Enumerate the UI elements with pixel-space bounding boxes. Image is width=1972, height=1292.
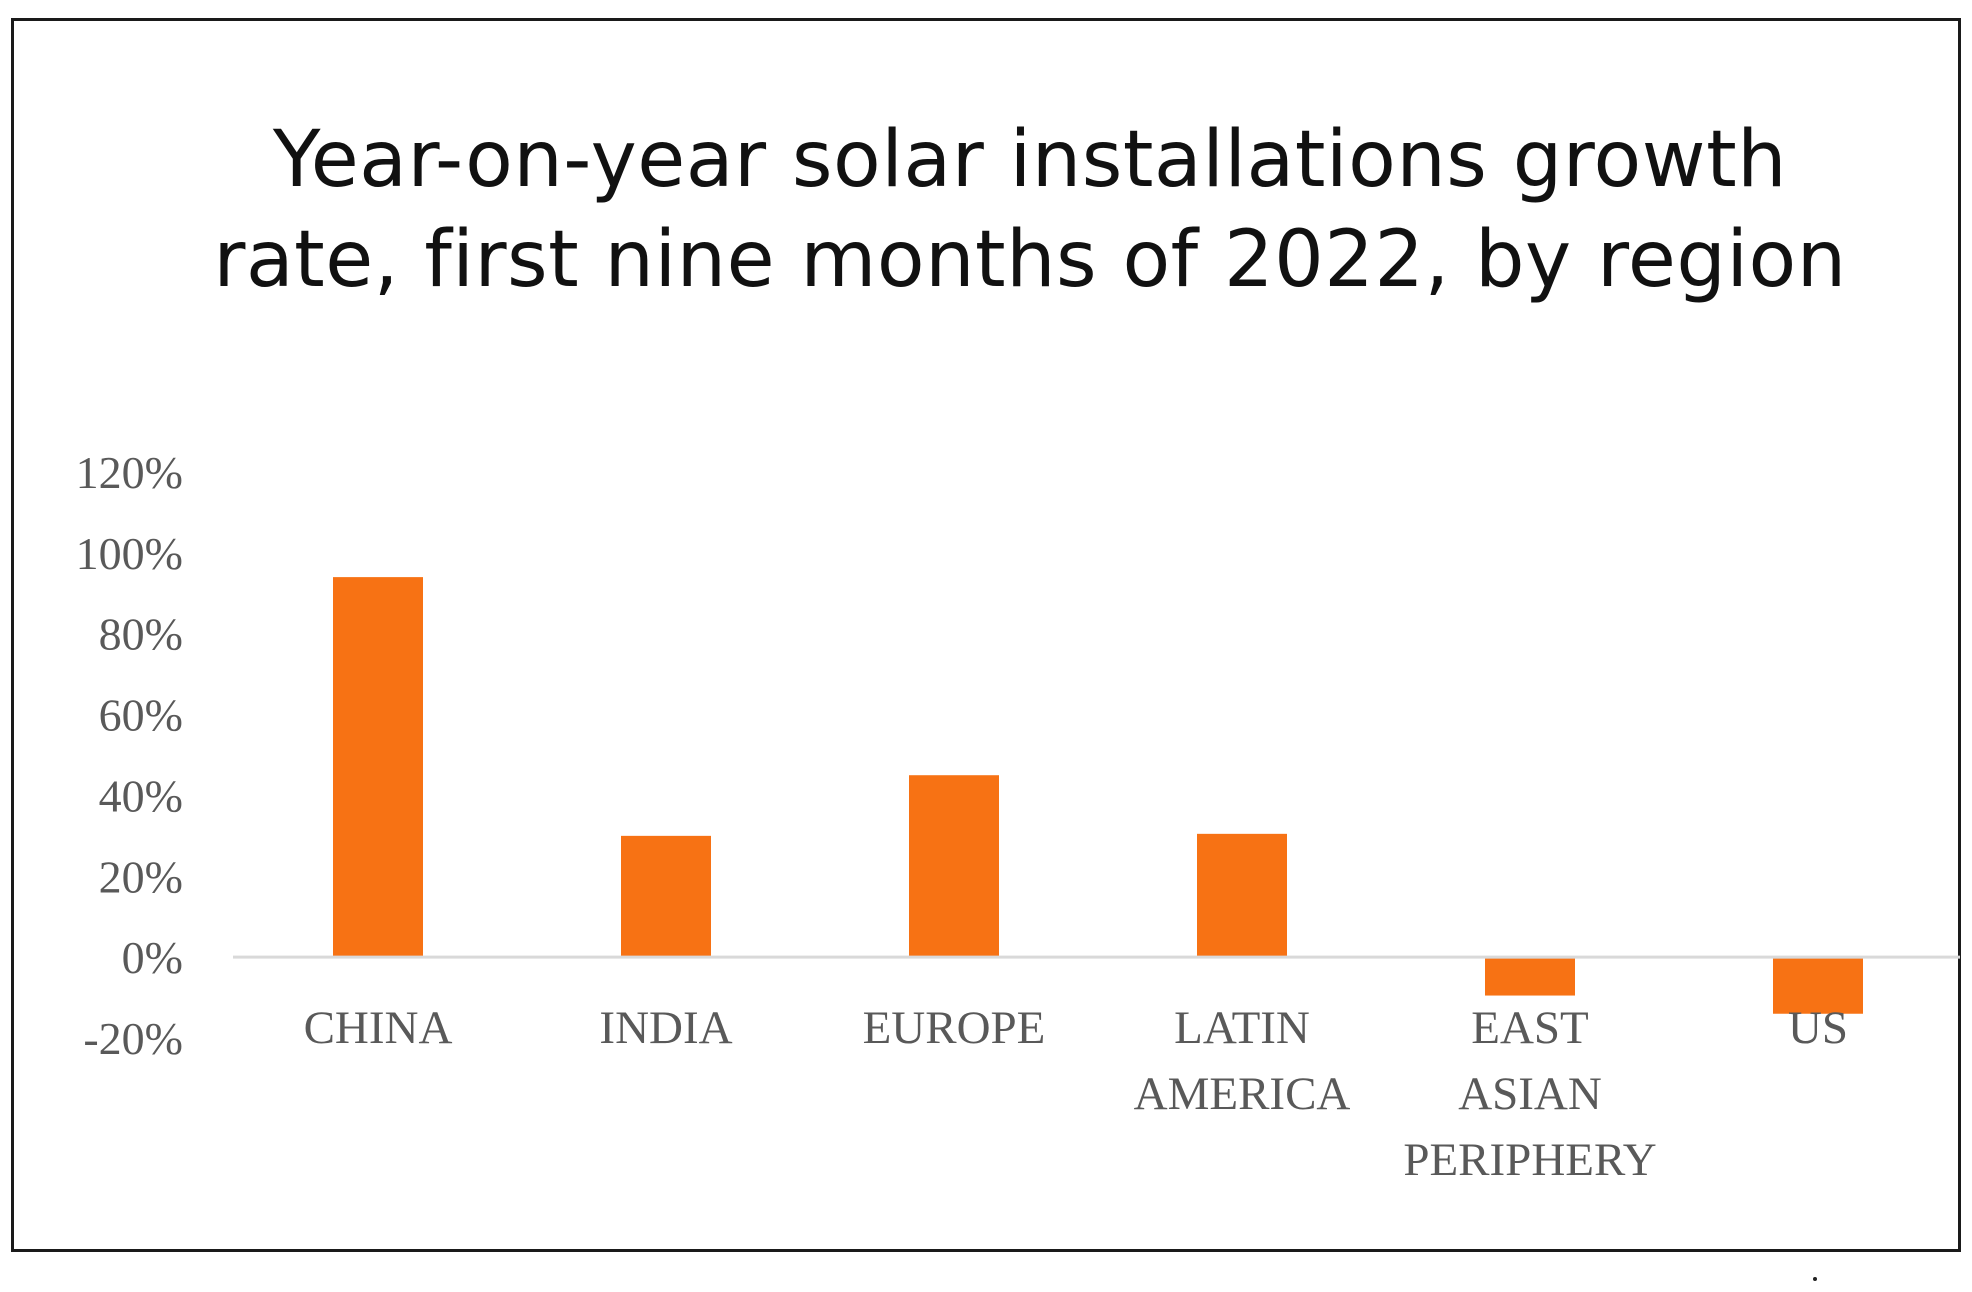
x-tick-label-line: EUROPE <box>863 1002 1046 1054</box>
x-tick-label: EUROPE <box>863 1002 1046 1054</box>
bar <box>1773 957 1863 1014</box>
y-tick-label: 80% <box>99 609 183 660</box>
bar <box>1197 833 1287 958</box>
x-tick-label-line: AMERICA <box>1134 1068 1351 1120</box>
x-tick-label-line: PERIPHERY <box>1403 1134 1656 1186</box>
x-tick-label-line: CHINA <box>304 1002 453 1054</box>
x-tick-label-line: ASIAN <box>1458 1068 1602 1120</box>
x-axis-labels: CHINA INDIA EUROPE LATIN AMERICA EAST ASIAN PER… <box>304 1002 1848 1186</box>
bar <box>621 835 711 958</box>
x-tick-label: EAST ASIAN PERIPHERY <box>1403 1002 1656 1186</box>
x-tick-label: INDIA <box>599 1002 732 1054</box>
x-tick-label-line: LATIN <box>1174 1002 1310 1054</box>
x-tick-label-line: EAST <box>1471 1002 1589 1054</box>
x-tick-label-line: US <box>1788 1002 1848 1054</box>
y-axis-ticks: 120% 100% 80% 60% 40% 20% 0% -20% <box>76 447 183 1064</box>
bars <box>333 577 1863 1014</box>
y-tick-label: 20% <box>99 851 183 902</box>
x-tick-label: US <box>1788 1002 1848 1054</box>
x-tick-label-line: INDIA <box>599 1002 732 1054</box>
chart-title: Year-on-year solar installations growth … <box>213 115 1847 305</box>
y-tick-label: 120% <box>76 447 183 498</box>
bar <box>1485 957 1575 996</box>
stray-mark <box>1813 1277 1817 1281</box>
y-tick-label: 60% <box>99 690 183 741</box>
x-tick-label: CHINA <box>304 1002 453 1054</box>
bar <box>909 775 999 958</box>
y-tick-label: 100% <box>76 528 183 579</box>
bar <box>333 577 423 958</box>
y-tick-label: 0% <box>122 932 183 983</box>
y-tick-label: 40% <box>99 770 183 821</box>
y-tick-label: -20% <box>83 1013 183 1064</box>
x-tick-label: LATIN AMERICA <box>1134 1002 1351 1120</box>
